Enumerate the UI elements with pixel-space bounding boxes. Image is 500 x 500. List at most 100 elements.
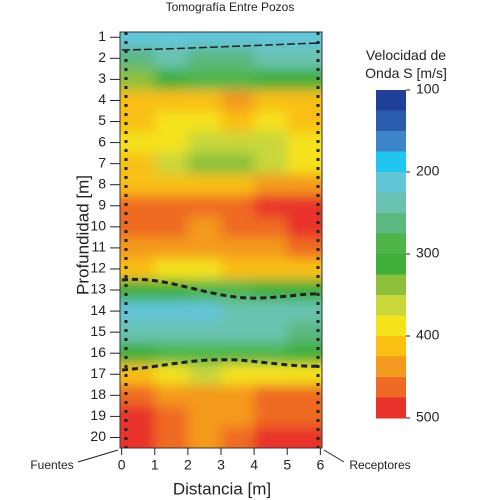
y-tick-label: 6 xyxy=(98,133,106,149)
heat-cell xyxy=(120,321,156,344)
y-tick-label: 11 xyxy=(91,239,106,255)
heat-cell xyxy=(154,426,189,448)
y-tick-label: 4 xyxy=(98,91,106,107)
y-tick-label: 5 xyxy=(98,112,106,128)
heat-cell xyxy=(254,405,288,428)
colorbar-swatch xyxy=(376,295,406,316)
x-tick-label: 6 xyxy=(316,457,324,473)
heat-cell xyxy=(120,405,156,428)
heat-cell xyxy=(187,68,222,91)
heat-cell xyxy=(187,174,222,196)
colorbar-swatch xyxy=(376,172,406,193)
heat-cell xyxy=(221,384,255,407)
heat-cell xyxy=(287,300,322,323)
heat-cell xyxy=(154,321,189,344)
y-tick-label: 15 xyxy=(90,323,106,339)
heat-cell xyxy=(120,237,156,259)
colorbar-swatch xyxy=(376,90,406,111)
x-tick-label: 3 xyxy=(217,457,225,473)
y-tick-label: 18 xyxy=(90,386,106,402)
x-tick-label: 1 xyxy=(151,457,159,473)
y-tick-label: 16 xyxy=(90,344,106,360)
heat-cell xyxy=(187,426,222,448)
heat-cell xyxy=(154,384,189,407)
heat-cell xyxy=(221,300,255,323)
heat-cell xyxy=(287,68,322,91)
heat-cell xyxy=(287,195,322,217)
heat-cell xyxy=(187,405,222,428)
y-tick-label: 13 xyxy=(90,281,106,297)
heat-cell xyxy=(287,342,322,365)
heat-cell xyxy=(254,110,288,133)
heat-cell xyxy=(154,216,189,238)
colorbar-swatch xyxy=(376,233,406,255)
heat-cell xyxy=(287,321,322,344)
heatmap xyxy=(120,32,322,448)
heat-cell xyxy=(254,68,288,91)
y-axis-label: Profundidad [m] xyxy=(73,175,92,295)
heat-cell xyxy=(120,153,156,175)
heat-cell xyxy=(187,300,222,323)
x-tick-label: 0 xyxy=(118,457,126,473)
boundary-line xyxy=(121,358,321,372)
heat-cell xyxy=(120,342,156,365)
heat-cell xyxy=(221,216,255,238)
annotation-arrow xyxy=(323,449,345,463)
colorbar-swatch xyxy=(376,397,406,419)
x-axis-label: Distancia [m] xyxy=(173,479,271,498)
heat-cell xyxy=(120,32,156,49)
heat-cell xyxy=(254,279,288,302)
heat-cell xyxy=(287,153,322,175)
heat-cell xyxy=(154,32,189,49)
heat-cell xyxy=(221,405,255,428)
heat-cell xyxy=(287,258,322,280)
heat-cell xyxy=(254,174,288,196)
heat-cell xyxy=(154,47,189,70)
heat-cell xyxy=(154,258,189,280)
heat-cell xyxy=(154,279,189,302)
y-tick-label: 17 xyxy=(90,365,106,381)
heat-cell xyxy=(187,89,222,112)
heat-cell xyxy=(221,258,255,280)
heat-cell xyxy=(120,132,156,154)
heat-cell xyxy=(221,32,255,49)
x-tick-label: 2 xyxy=(184,457,192,473)
heat-cell xyxy=(287,89,322,112)
chart-title: Tomografía Entre Pozos xyxy=(166,0,295,14)
heat-cell xyxy=(187,195,222,217)
heat-cell xyxy=(254,153,288,175)
heat-cell xyxy=(221,132,255,154)
heat-cell xyxy=(120,384,156,407)
x-tick-label: 4 xyxy=(250,457,258,473)
heat-cell xyxy=(221,174,255,196)
heat-cell xyxy=(187,153,222,175)
heat-cell xyxy=(187,384,222,407)
y-tick-label: 1 xyxy=(98,28,106,44)
heat-cell xyxy=(254,363,288,386)
heat-cell xyxy=(154,300,189,323)
heat-cell xyxy=(221,110,255,133)
heat-cell xyxy=(120,195,156,217)
heat-cell xyxy=(254,342,288,365)
heat-cell xyxy=(221,153,255,175)
heat-cell xyxy=(221,363,255,386)
heat-cell xyxy=(154,68,189,91)
heat-cell xyxy=(287,237,322,259)
heat-cell xyxy=(254,47,288,70)
heat-cell xyxy=(120,426,156,448)
colorbar-swatch xyxy=(376,213,406,234)
heat-cell xyxy=(120,89,156,112)
colorbar-swatch xyxy=(376,151,406,173)
heat-cell xyxy=(187,363,222,386)
heat-cell xyxy=(154,237,189,259)
heat-cell xyxy=(154,89,189,112)
heat-cell xyxy=(221,426,255,448)
heat-cell xyxy=(154,110,189,133)
heat-cell xyxy=(187,321,222,344)
y-tick-label: 2 xyxy=(98,49,106,65)
heat-cell xyxy=(287,174,322,196)
heat-cell xyxy=(120,110,156,133)
heat-cell xyxy=(254,426,288,448)
heat-cell xyxy=(120,300,156,323)
colorbar-swatch xyxy=(376,274,406,296)
